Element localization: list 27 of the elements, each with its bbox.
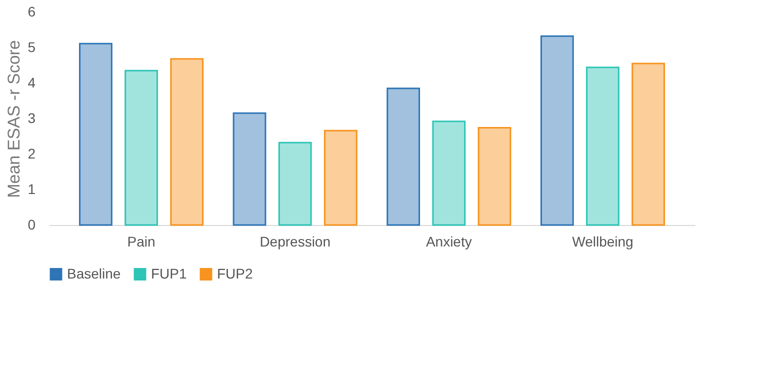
x-tick-label: Depression	[260, 234, 331, 250]
y-tick-label: 5	[28, 39, 36, 55]
y-tick-label: 3	[28, 110, 36, 126]
bar	[386, 88, 420, 226]
x-tick-label: Anxiety	[426, 234, 472, 250]
legend-label: FUP2	[217, 265, 253, 282]
legend-label: Baseline	[67, 265, 121, 282]
bar	[124, 70, 158, 226]
y-tick-label: 2	[28, 146, 36, 162]
bar	[79, 42, 112, 226]
y-tick-label: 4	[28, 74, 36, 90]
bar	[586, 66, 620, 226]
y-axis-title: Mean ESAS -r Score	[4, 40, 24, 198]
bar	[170, 58, 204, 226]
bar	[632, 62, 665, 226]
y-tick-label: 0	[28, 216, 36, 232]
bar	[540, 35, 574, 226]
y-tick-label: 6	[28, 4, 36, 20]
x-tick-label: Wellbeing	[572, 234, 634, 250]
bar	[278, 142, 312, 226]
legend-label: FUP1	[151, 265, 187, 282]
x-tick-label: Pain	[127, 234, 156, 250]
y-tick-label: 1	[28, 181, 36, 197]
bar	[324, 130, 358, 226]
bar	[478, 126, 512, 226]
bar	[432, 120, 466, 226]
bar	[232, 112, 266, 226]
